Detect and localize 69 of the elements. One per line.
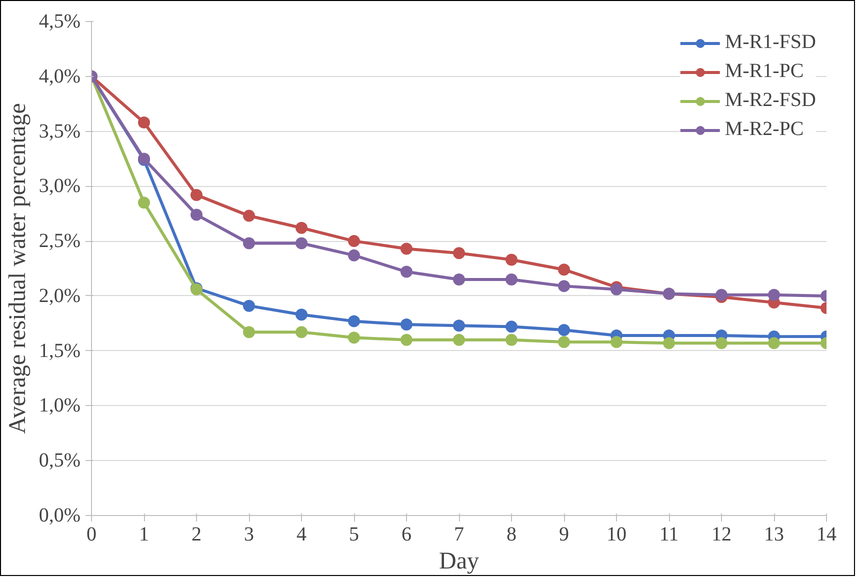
point [190,208,202,221]
point [138,116,150,128]
x-tick-label: 6 [402,524,412,546]
point [453,320,465,332]
point [558,280,570,292]
y-tick-label: 4,0% [38,65,81,88]
x-tick-label: 14 [816,524,836,546]
point [663,337,675,350]
legend-label: M-R2-PC [724,118,804,141]
x-tick-label: 9 [559,524,569,546]
point [243,237,255,250]
y-tick-label: 4,5% [38,10,81,32]
point [296,237,308,250]
point [768,337,780,350]
x-tick-label: 2 [192,524,202,546]
point [348,332,360,344]
y-axis-title: Average residual water percentage [4,103,31,434]
point [243,210,255,222]
x-tick-label: 8 [506,524,516,546]
point [558,264,570,276]
point [138,196,150,209]
x-tick-label: 1 [139,524,149,546]
x-tick-label: 5 [349,524,359,546]
point [558,336,570,348]
point [558,324,570,336]
y-tick-label: 1,0% [38,394,81,417]
x-tick-label: 10 [606,524,626,546]
y-tick-label: 0,5% [38,450,81,472]
point [506,273,518,286]
point [506,334,518,346]
point [716,288,728,301]
y-tick-label: 1,5% [38,340,81,362]
point [506,320,518,333]
point [400,266,412,278]
x-tick-label: 0 [86,524,96,546]
x-tick-label: 4 [296,524,306,546]
point [453,273,465,286]
legend-label: M-R1-PC [724,60,804,83]
legend-label: M-R2-FSD [724,89,816,112]
point [190,188,202,201]
point [243,326,255,338]
point [348,235,360,248]
point [296,308,308,321]
x-tick-label: 11 [659,524,679,546]
y-tick-label: 2,0% [38,284,81,307]
y-tick-label: 2,5% [38,230,81,252]
y-tick-label: 3,0% [38,175,81,198]
point [400,242,412,255]
point [453,334,465,346]
x-tick-label: 7 [454,524,464,546]
y-tick-label: 0,0% [38,504,81,526]
y-tick-label: 3,5% [38,120,81,142]
point [243,300,255,312]
point [716,337,728,350]
point [400,334,412,346]
legend-label: M-R1-FSD [724,31,816,54]
point [296,326,308,338]
point [348,315,360,328]
point [348,249,360,262]
x-tick-label: 3 [244,524,254,546]
x-tick-label: 13 [764,524,784,546]
x-axis-title: Day [439,548,479,574]
point [453,247,465,260]
point [610,336,622,348]
point [400,318,412,330]
point [768,288,780,301]
point [506,254,518,266]
point [296,222,308,234]
x-tick-label: 12 [712,524,732,546]
